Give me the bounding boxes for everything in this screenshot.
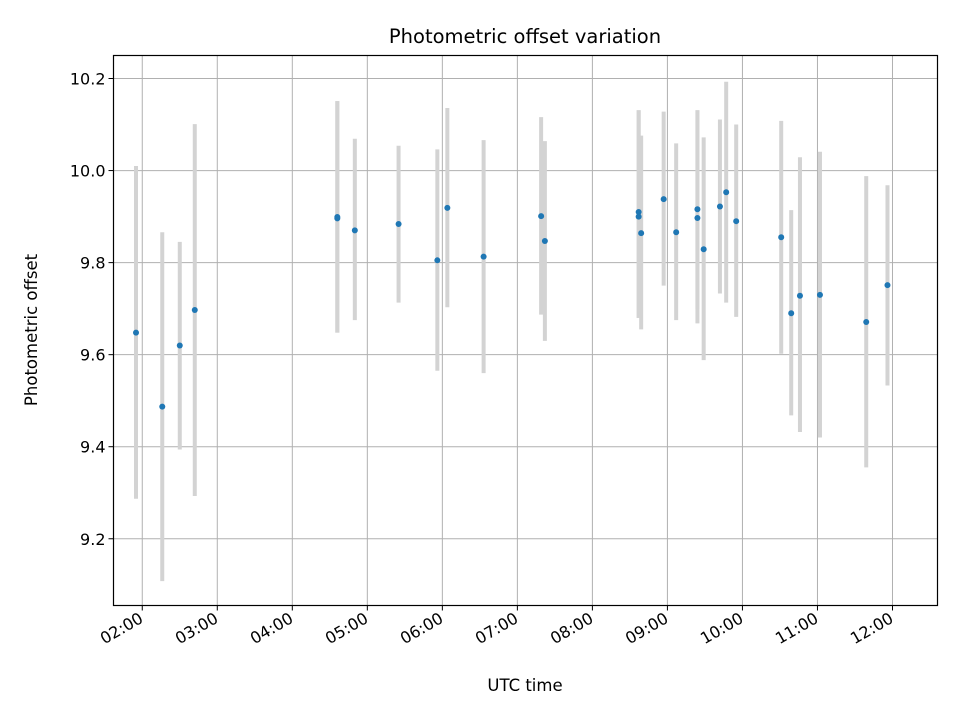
y-axis-ticks: 9.2 9.4 9.6 9.8 10.0 10.2 [70, 70, 114, 549]
data-point [694, 206, 701, 213]
data-points [133, 189, 891, 410]
y-tick-label: 10.0 [70, 162, 106, 181]
data-point [351, 227, 358, 234]
data-point [444, 204, 451, 211]
y-tick-label: 9.8 [80, 254, 105, 273]
data-point [395, 220, 402, 227]
data-point [788, 310, 795, 317]
data-point [778, 234, 785, 241]
y-tick-label: 9.6 [80, 346, 105, 365]
data-point [635, 208, 642, 215]
data-point [176, 342, 183, 349]
plot-frame [112, 54, 939, 607]
y-axis-label: Photometric offset [22, 253, 41, 406]
data-point [796, 292, 803, 299]
y-tick-label: 9.4 [80, 438, 105, 457]
data-point [884, 282, 891, 289]
data-point [133, 329, 140, 336]
data-point [723, 189, 730, 196]
data-point [816, 291, 823, 298]
x-axis-label: UTC time [487, 676, 562, 695]
data-point [863, 318, 870, 325]
y-tick-label: 10.2 [70, 70, 106, 89]
data-point [673, 229, 680, 236]
data-point [538, 213, 545, 220]
data-point [480, 253, 487, 260]
data-point [733, 218, 740, 225]
data-point [159, 403, 166, 410]
data-point [700, 246, 707, 253]
data-point [638, 230, 645, 237]
chart-title: Photometric offset variation [389, 25, 661, 48]
data-point [334, 214, 341, 221]
data-point [635, 213, 642, 220]
data-point [541, 237, 548, 244]
data-point [694, 214, 701, 221]
data-point [191, 307, 198, 314]
y-tick-label: 9.2 [80, 530, 105, 549]
data-point [434, 257, 441, 264]
data-point [660, 196, 667, 203]
data-point [716, 203, 723, 210]
